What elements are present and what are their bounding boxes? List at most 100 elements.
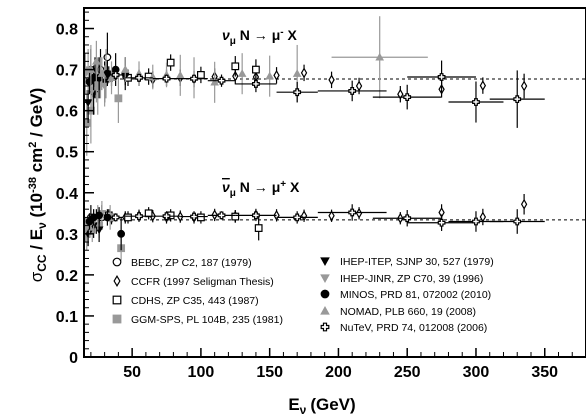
- data-point: [355, 207, 363, 219]
- data-point: [252, 65, 260, 74]
- data-point: [95, 211, 104, 220]
- data-point: [237, 69, 247, 77]
- data-point: [437, 218, 446, 227]
- legend-marker-3: [112, 314, 122, 324]
- data-point: [403, 214, 412, 223]
- data-point: [210, 77, 219, 86]
- data-point: [273, 69, 280, 81]
- data-point: [135, 212, 143, 221]
- data-point: [254, 224, 263, 232]
- x-tick-label: 50: [123, 364, 141, 381]
- series-2: [104, 54, 263, 241]
- legend-marker-6: [320, 289, 330, 299]
- data-point: [375, 52, 385, 61]
- data-point: [103, 53, 112, 62]
- data-point: [403, 93, 412, 101]
- data-point: [252, 80, 260, 88]
- data-point: [162, 74, 171, 83]
- x-tick-label: 200: [325, 364, 352, 381]
- x-tick-label: 150: [256, 364, 283, 381]
- data-point: [231, 212, 240, 221]
- data-point: [293, 88, 302, 97]
- data-point: [100, 82, 109, 91]
- data-point: [479, 80, 487, 92]
- y-tick-label: 0.1: [56, 309, 78, 326]
- legend-marker-0: [112, 257, 122, 267]
- legend-label-6: MINOS, PRD 81, 072002 (2010): [340, 289, 491, 301]
- legend-marker-1: [113, 275, 121, 287]
- data-point: [328, 210, 335, 222]
- x-axis-label: Eν (GeV): [288, 395, 355, 417]
- data-point: [231, 62, 240, 71]
- legend-marker-8: [320, 322, 330, 332]
- y-tick-label: 0.2: [56, 268, 78, 285]
- legend-marker-7: [320, 305, 330, 315]
- data-point: [292, 69, 302, 77]
- data-point: [97, 69, 107, 77]
- data-point: [111, 71, 120, 79]
- data-point: [265, 71, 274, 80]
- data-point: [217, 76, 226, 85]
- data-point: [84, 226, 90, 235]
- data-point: [355, 80, 363, 92]
- series-8: [108, 60, 545, 234]
- legend-label-1: CCFR (1997 Seligman Thesis): [131, 276, 274, 288]
- data-point: [190, 74, 198, 83]
- data-point: [190, 212, 198, 221]
- data-point: [120, 65, 130, 73]
- annotation-nu: νμ N → μ- X: [222, 27, 298, 47]
- x-tick-label: 250: [394, 364, 421, 381]
- data-point: [111, 213, 120, 222]
- legend-label-8: NuTeV, PRD 74, 012008 (2006): [340, 322, 487, 334]
- data-point: [437, 73, 446, 81]
- series-layer: [84, 16, 545, 261]
- data-point: [300, 67, 308, 79]
- y-tick-label: 0.6: [56, 104, 78, 121]
- data-point: [328, 74, 335, 86]
- legend-label-2: CDHS, ZP C35, 443 (1987): [131, 295, 259, 307]
- y-tick-label: 0.8: [56, 22, 78, 39]
- data-point: [513, 95, 522, 104]
- data-point: [472, 217, 480, 226]
- data-point: [197, 213, 205, 222]
- data-point: [84, 119, 91, 127]
- data-point: [175, 70, 185, 79]
- y-tick-label: 0.7: [56, 63, 78, 80]
- data-point: [197, 71, 205, 79]
- data-point: [300, 210, 308, 222]
- series-1: [108, 64, 528, 226]
- x-tick-label: 100: [188, 364, 215, 381]
- legend-label-5: IHEP-JINR, ZP C70, 39 (1996): [340, 273, 483, 285]
- y-axis-label: σCC / Eν (10-38 cm2 / GeV): [27, 88, 49, 283]
- data-point: [348, 87, 357, 95]
- data-point: [162, 212, 171, 221]
- y-tick-label: 0.4: [56, 186, 78, 203]
- legend-label-3: GGM-SPS, PL 104B, 235 (1981): [131, 314, 283, 326]
- data-point: [513, 217, 522, 226]
- y-tick-label: 0.5: [56, 145, 78, 162]
- legend-marker-4: [320, 257, 330, 267]
- data-point: [520, 198, 528, 210]
- data-point: [114, 94, 123, 103]
- legend-marker-5: [320, 274, 330, 284]
- data-point: [520, 80, 528, 92]
- legend-label-7: NOMAD, PLB 660, 19 (2008): [340, 306, 476, 318]
- data-point: [166, 58, 175, 67]
- y-tick-label: 0: [69, 350, 78, 367]
- data-point: [117, 229, 126, 238]
- data-point: [107, 73, 116, 82]
- data-point: [135, 73, 143, 82]
- data-point: [217, 211, 226, 220]
- data-point: [472, 98, 480, 106]
- reference-lines: [84, 78, 586, 221]
- data-point: [397, 88, 404, 100]
- data-point: [293, 213, 302, 222]
- legend-marker-2: [112, 295, 122, 305]
- y-tick-label: 0.3: [56, 227, 78, 244]
- axes: 50 100 150 200 250 300 350 0 0.1 0.2 0.3 0.4 0.5 0.6 0…: [56, 11, 573, 381]
- x-tick-label: 350: [531, 364, 558, 381]
- data-point: [124, 213, 132, 222]
- legend-label-0: BEBC, ZP C2, 187 (1979): [131, 257, 252, 269]
- data-point: [92, 56, 101, 65]
